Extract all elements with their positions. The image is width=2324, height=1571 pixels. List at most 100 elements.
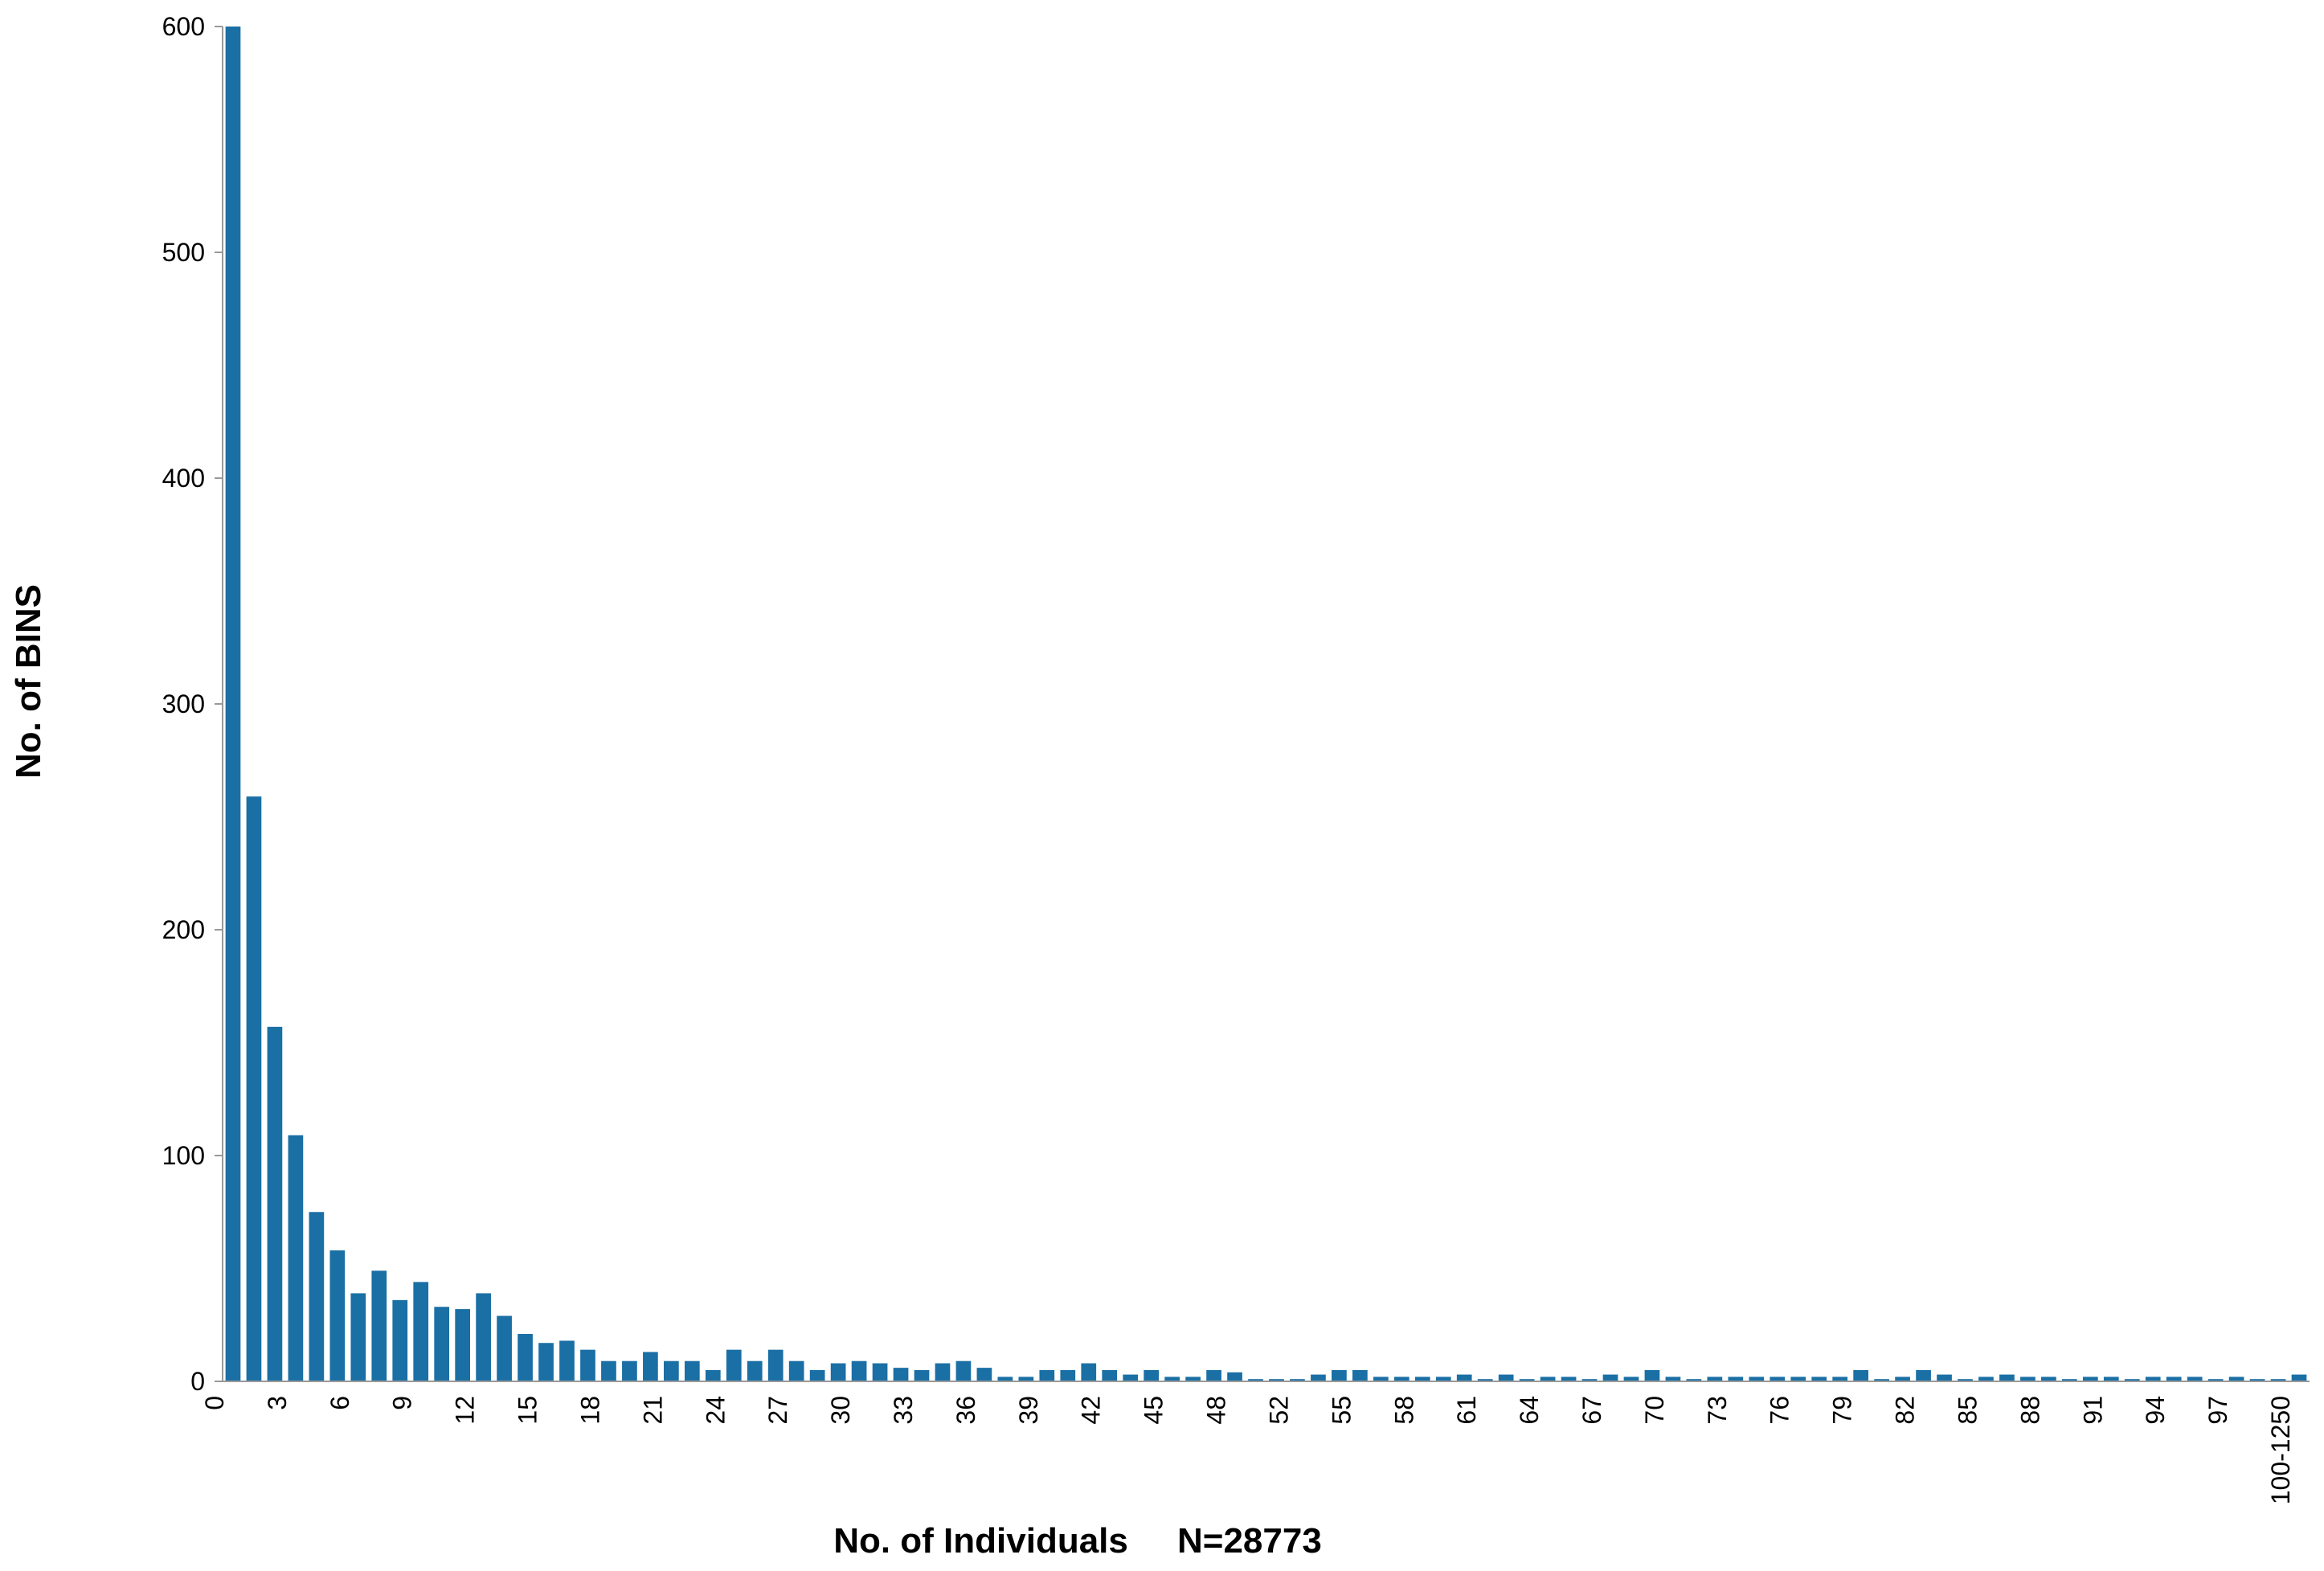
x-tick-label: 42 [1077, 1396, 1106, 1425]
x-tick-label: 67 [1577, 1396, 1606, 1425]
x-tick-label: 79 [1828, 1396, 1857, 1425]
bar [434, 1307, 450, 1381]
x-tick-label: 64 [1515, 1396, 1544, 1425]
bar [1060, 1369, 1076, 1381]
bar [1414, 1377, 1430, 1381]
bar [1164, 1377, 1180, 1381]
bar [1332, 1369, 1347, 1381]
bar [1581, 1379, 1598, 1381]
bar [267, 1026, 283, 1381]
bar [809, 1369, 825, 1381]
bar [622, 1360, 637, 1381]
x-tick-label: 33 [889, 1396, 918, 1425]
bar [225, 27, 241, 1381]
bar [559, 1340, 575, 1381]
bar [1958, 1379, 1973, 1381]
bar [935, 1363, 951, 1381]
bar [643, 1352, 658, 1381]
bar [1999, 1374, 2015, 1381]
bar [997, 1377, 1013, 1381]
x-tick-label: 9 [388, 1396, 417, 1410]
bar [1206, 1369, 1221, 1381]
x-tick-label: 61 [1452, 1396, 1481, 1425]
y-tick-label: 400 [162, 464, 205, 493]
bar [2082, 1377, 2098, 1381]
x-axis-title: No. of Individuals N=28773 [833, 1521, 1322, 1561]
bar [2291, 1374, 2307, 1381]
x-tick-label: 97 [2203, 1396, 2232, 1425]
bar [1644, 1369, 1660, 1381]
x-tick-label: 91 [2078, 1396, 2107, 1425]
x-tick-label: 70 [1640, 1396, 1669, 1425]
bar [1227, 1372, 1242, 1381]
y-axis-title: No. of BINS [9, 584, 48, 779]
bar [1144, 1369, 1160, 1381]
x-tick-label: 82 [1891, 1396, 1920, 1425]
bar [955, 1360, 972, 1381]
bar [872, 1363, 888, 1381]
bar [1269, 1379, 1284, 1381]
bar [2061, 1379, 2077, 1381]
bar [767, 1349, 784, 1381]
x-tick-label: 36 [951, 1396, 980, 1425]
y-tick-label: 500 [162, 238, 205, 267]
bar [1311, 1374, 1326, 1381]
bar [1435, 1377, 1451, 1381]
bar [1623, 1377, 1639, 1381]
bar [1853, 1369, 1868, 1381]
bar [914, 1369, 930, 1381]
bar [2124, 1379, 2140, 1381]
bar [830, 1363, 846, 1381]
y-tick-label: 0 [190, 1367, 205, 1396]
bar [1686, 1379, 1702, 1381]
bar [1978, 1377, 1994, 1381]
bar [1519, 1379, 1535, 1381]
bar [288, 1135, 304, 1381]
bar [476, 1293, 491, 1381]
bar [1602, 1374, 1618, 1381]
bar [1352, 1369, 1368, 1381]
x-tick-label: 88 [2015, 1396, 2044, 1425]
bar [1728, 1377, 1744, 1381]
bar [1081, 1363, 1097, 1381]
bar [2270, 1379, 2286, 1381]
bar [1707, 1377, 1723, 1381]
bar [1749, 1377, 1765, 1381]
bar [893, 1368, 909, 1381]
bar [1811, 1377, 1827, 1381]
bar [1874, 1379, 1889, 1381]
bar [601, 1360, 616, 1381]
y-tick-label: 200 [162, 915, 205, 944]
x-tick-label: 3 [263, 1396, 292, 1410]
bar [1248, 1379, 1263, 1381]
bar [2041, 1377, 2056, 1381]
x-tick-label: 21 [638, 1396, 667, 1425]
bar [1832, 1377, 1848, 1381]
x-tick-label: 58 [1389, 1396, 1418, 1425]
x-tick-label: 0 [200, 1396, 229, 1410]
bar [1498, 1374, 1514, 1381]
bar [2228, 1377, 2244, 1381]
x-tick-label: 48 [1202, 1396, 1231, 1425]
bar [1937, 1374, 1952, 1381]
bar [1895, 1377, 1910, 1381]
bar [851, 1360, 867, 1381]
x-tick-label: 100-1250 [2266, 1396, 2295, 1504]
bar [664, 1360, 679, 1381]
bar [580, 1349, 595, 1381]
x-tick-label: 24 [701, 1396, 730, 1425]
bar [1665, 1377, 1681, 1381]
bar [1290, 1379, 1305, 1381]
bar [246, 796, 262, 1381]
bar [705, 1369, 721, 1381]
bar [455, 1309, 471, 1381]
bar [1018, 1377, 1034, 1381]
bar [538, 1343, 554, 1381]
bar [350, 1293, 366, 1381]
bar [1916, 1369, 1931, 1381]
x-tick-label: 27 [763, 1396, 792, 1425]
bar [1039, 1369, 1055, 1381]
bar [518, 1333, 533, 1381]
